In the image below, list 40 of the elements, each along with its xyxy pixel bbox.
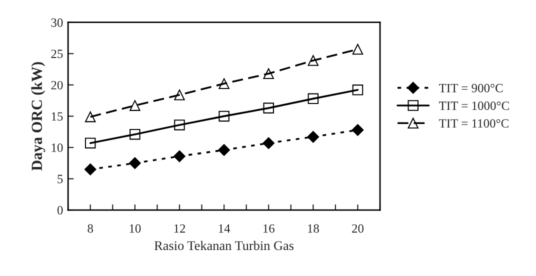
point <box>262 137 275 150</box>
y-axis-title: Daya ORC (kW) <box>31 62 46 171</box>
x-tick-label: 10 <box>130 224 141 233</box>
legend-label: TIT = 900°C <box>438 84 503 92</box>
point <box>174 90 185 100</box>
y-tick-label: 30 <box>51 18 63 27</box>
x-tick-label: 12 <box>174 224 186 233</box>
point <box>352 44 364 55</box>
point <box>130 100 140 111</box>
point <box>84 138 96 148</box>
y-tick-label: 20 <box>51 80 63 90</box>
point <box>84 163 96 176</box>
point <box>263 68 274 80</box>
x-tick-label: 8 <box>88 224 94 233</box>
point <box>308 55 319 66</box>
y-tick-label: 0 <box>57 206 63 214</box>
y-tick-label: 10 <box>52 144 63 152</box>
point <box>218 78 230 90</box>
point <box>128 157 141 170</box>
point <box>84 111 96 122</box>
point <box>218 144 230 156</box>
point <box>352 124 364 136</box>
y-tick-label: 5 <box>58 174 63 184</box>
point <box>308 93 319 104</box>
x-axis-title: Rasio Tekanan Turbin Gas <box>154 240 294 250</box>
x-tick-label: 18 <box>308 224 319 233</box>
y-tick-label: 15 <box>52 112 63 121</box>
legend-label: TIT = 1100°C <box>438 119 508 128</box>
x-tick-label: 14 <box>218 224 230 233</box>
point <box>174 150 186 162</box>
point <box>218 110 230 122</box>
x-tick-label: 16 <box>263 224 274 233</box>
point <box>130 128 140 140</box>
legend-label: TIT = 1000°C <box>438 102 509 110</box>
point <box>174 120 185 130</box>
x-tick-label: 20 <box>352 224 364 233</box>
point <box>307 130 320 143</box>
y-tick-label: 25 <box>51 50 63 58</box>
point <box>352 84 364 96</box>
point <box>263 102 274 114</box>
